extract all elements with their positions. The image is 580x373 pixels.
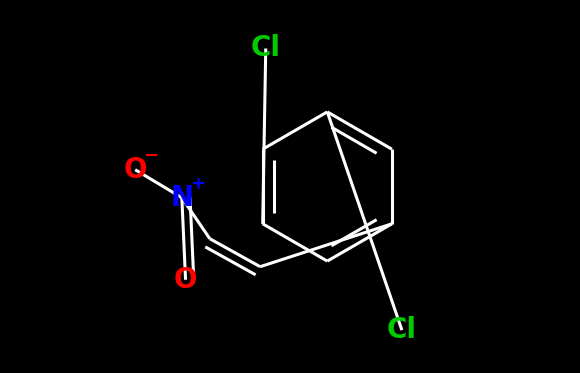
Text: Cl: Cl xyxy=(387,316,417,344)
Text: Cl: Cl xyxy=(251,34,281,63)
Text: +: + xyxy=(190,175,205,192)
Text: N: N xyxy=(171,184,193,212)
Text: O: O xyxy=(124,156,147,184)
Text: −: − xyxy=(143,147,158,164)
Text: O: O xyxy=(174,266,197,294)
